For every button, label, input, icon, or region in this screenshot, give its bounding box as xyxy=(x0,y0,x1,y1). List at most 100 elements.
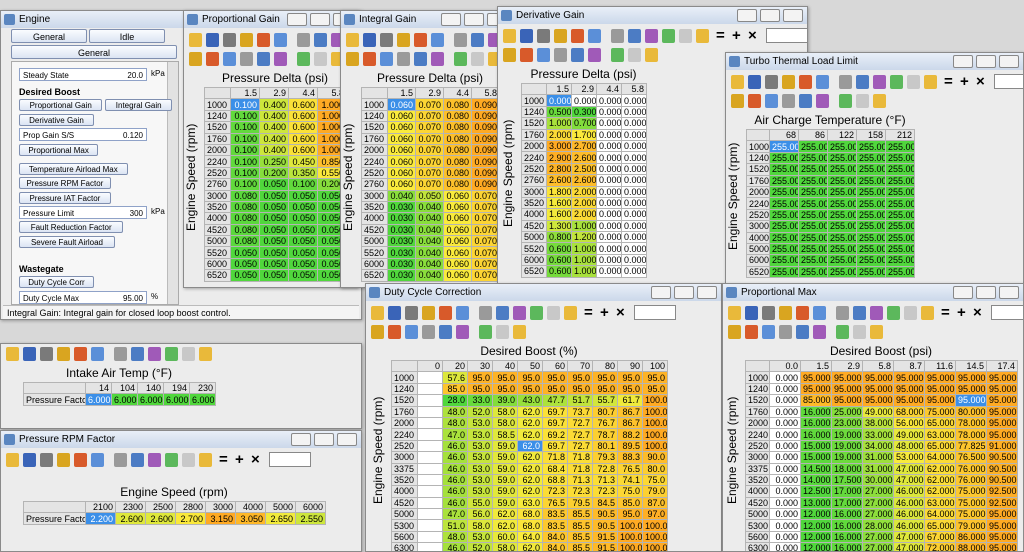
table-cell[interactable]: 72.7 xyxy=(567,416,593,430)
table-cell[interactable]: 3.000 xyxy=(546,139,572,153)
button[interactable]: Proportional Gain xyxy=(19,99,103,111)
table-cell[interactable]: 0.000 xyxy=(769,485,801,498)
toolbar-icon[interactable] xyxy=(503,29,516,43)
table-cell[interactable]: 0.030 xyxy=(387,212,416,225)
table-cell[interactable]: 71.3 xyxy=(567,473,593,487)
table-cell[interactable]: 73.7 xyxy=(567,405,593,418)
table-cell[interactable]: 59.0 xyxy=(492,439,518,453)
table-cell[interactable]: 0.050 xyxy=(259,212,289,225)
table-cell[interactable]: 75.000 xyxy=(955,508,987,521)
table-cell[interactable] xyxy=(417,473,443,487)
table-cell[interactable]: 0.070 xyxy=(415,98,444,111)
table-cell[interactable]: 0.080 xyxy=(443,143,472,157)
toolbar-icon[interactable] xyxy=(439,325,452,339)
toolbar-icon[interactable] xyxy=(371,306,384,320)
toolbar-icon[interactable] xyxy=(796,306,809,320)
table-cell[interactable]: 0.060 xyxy=(387,155,416,168)
toolbar-icon[interactable] xyxy=(696,29,709,43)
toolbar-icon[interactable] xyxy=(346,33,359,47)
table-cell[interactable]: 255.00 xyxy=(885,197,915,210)
table-cell[interactable]: 255.00 xyxy=(856,151,886,165)
table-cell[interactable]: 0.000 xyxy=(769,496,801,510)
table-cell[interactable]: 90.500 xyxy=(986,473,1018,487)
tab[interactable]: General xyxy=(11,29,87,43)
table-cell[interactable]: 0.000 xyxy=(621,219,647,233)
table-cell[interactable]: 62.0 xyxy=(517,473,543,487)
table-cell[interactable]: 76.500 xyxy=(955,451,987,464)
table-cell[interactable]: 75.0 xyxy=(642,473,668,487)
table-cell[interactable]: 60.0 xyxy=(492,530,518,544)
toolbar-icon[interactable] xyxy=(240,33,253,47)
table-cell[interactable]: 85.5 xyxy=(567,542,593,551)
toolbar-icon[interactable] xyxy=(397,52,410,66)
table-cell[interactable]: 95.0 xyxy=(592,382,618,396)
toolbar-icon[interactable] xyxy=(662,29,675,43)
table-cell[interactable]: 16.000 xyxy=(800,428,832,441)
table-cell[interactable]: 255.00 xyxy=(769,197,799,210)
maximize-button[interactable] xyxy=(310,13,330,26)
toolbar-icon[interactable] xyxy=(414,52,427,66)
table-cell[interactable]: 17.000 xyxy=(831,496,863,510)
table-cell[interactable]: 55.0 xyxy=(467,496,493,510)
table-cell[interactable]: 100.0 xyxy=(642,542,668,551)
table-cell[interactable]: 0.090 xyxy=(471,143,500,157)
button[interactable]: Duty Cycle Corr xyxy=(19,276,94,288)
table-cell[interactable]: 0.050 xyxy=(230,246,260,259)
toolbar-icon[interactable] xyxy=(520,48,533,62)
table-cell[interactable]: 0.000 xyxy=(596,265,622,278)
table-cell[interactable]: 95.0 xyxy=(617,508,643,521)
table-cell[interactable]: 76.7 xyxy=(592,416,618,430)
table-cell[interactable]: 100.0 xyxy=(617,519,643,532)
close-button[interactable] xyxy=(783,9,803,22)
table-cell[interactable]: 0.070 xyxy=(471,200,500,214)
table-cell[interactable]: 27.000 xyxy=(862,530,894,544)
table-cell[interactable]: 16.000 xyxy=(831,519,863,532)
toolbar-icon[interactable] xyxy=(779,325,792,339)
table-cell[interactable]: 48.0 xyxy=(442,530,468,544)
toolbar-icon[interactable] xyxy=(23,453,36,467)
table-cell[interactable]: 0.000 xyxy=(596,253,622,267)
table-cell[interactable]: 95.000 xyxy=(831,394,863,407)
table-cell[interactable]: 0.090 xyxy=(471,109,500,123)
table-cell[interactable]: 255.00 xyxy=(856,197,886,210)
table-cell[interactable]: 87.0 xyxy=(642,496,668,510)
table-cell[interactable]: 86.7 xyxy=(617,416,643,430)
table-cell[interactable]: 95.000 xyxy=(893,394,925,407)
toolbar-symbol[interactable]: + xyxy=(235,451,244,468)
table-cell[interactable]: 0.070 xyxy=(415,155,444,168)
table-cell[interactable]: 2.500 xyxy=(571,162,597,176)
table-cell[interactable]: 86.000 xyxy=(955,530,987,544)
table-cell[interactable]: 255.00 xyxy=(885,265,915,279)
table-cell[interactable]: 18.000 xyxy=(831,462,863,475)
table-cell[interactable]: 2.600 xyxy=(571,151,597,164)
table-cell[interactable]: 83.5 xyxy=(542,519,568,532)
table-cell[interactable]: 72.7 xyxy=(567,428,593,441)
toolbar-icon[interactable] xyxy=(114,453,127,467)
toolbar-icon[interactable] xyxy=(388,306,401,320)
maximize-button[interactable] xyxy=(464,13,484,26)
table-cell[interactable]: 79.000 xyxy=(955,519,987,532)
table-cell[interactable]: 78.7 xyxy=(592,428,618,441)
minimize-button[interactable] xyxy=(441,13,461,26)
table-cell[interactable]: 0.100 xyxy=(288,178,318,191)
table-cell[interactable]: 255.00 xyxy=(856,163,886,176)
table-cell[interactable]: 95.0 xyxy=(642,371,668,384)
field[interactable]: Pressure Limit 300 xyxy=(19,206,147,219)
table-cell[interactable]: 0.000 xyxy=(621,265,647,278)
table-cell[interactable]: 71.8 xyxy=(567,462,593,475)
table-cell[interactable]: 0.090 xyxy=(471,132,500,145)
toolbar-icon[interactable] xyxy=(479,306,492,320)
table-cell[interactable]: 255.00 xyxy=(856,208,886,222)
toolbar-icon[interactable] xyxy=(23,347,36,361)
toolbar-icon[interactable] xyxy=(380,52,393,66)
table-cell[interactable]: 1.800 xyxy=(546,185,572,198)
table-cell[interactable]: 95.000 xyxy=(986,508,1018,521)
table-cell[interactable]: 48.0 xyxy=(442,405,468,418)
close-button[interactable] xyxy=(697,286,717,299)
table-cell[interactable]: 2.550 xyxy=(295,512,326,525)
toolbar-symbol[interactable]: = xyxy=(219,451,228,468)
table-cell[interactable]: 0.060 xyxy=(387,121,416,134)
toolbar-icon[interactable] xyxy=(628,48,641,62)
table-cell[interactable]: 255.00 xyxy=(827,140,857,153)
table-cell[interactable]: 255.00 xyxy=(798,140,828,153)
